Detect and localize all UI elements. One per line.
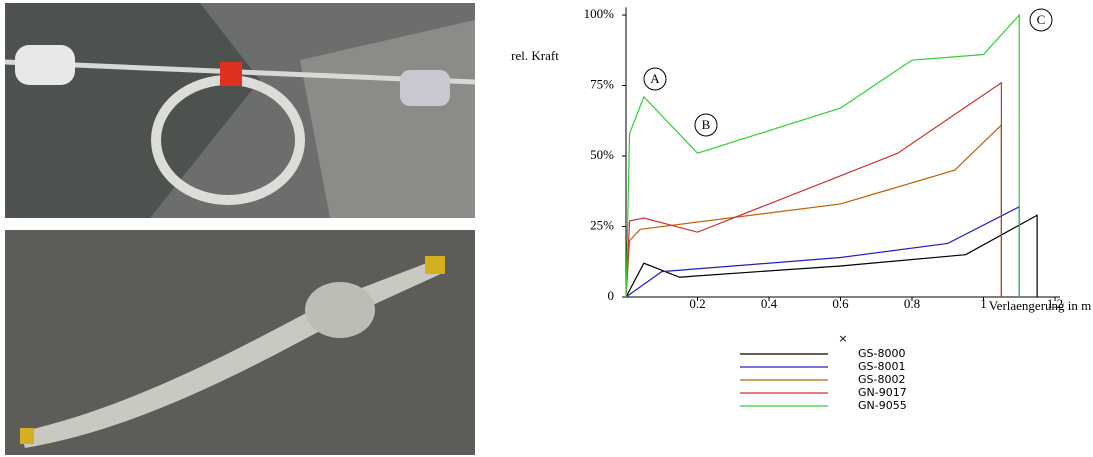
- page: rel. Kraft Verlaengerung in m × 0 25% 50% 7…: [0, 0, 1093, 457]
- series-line: [626, 83, 1001, 297]
- series-line: [626, 207, 1019, 297]
- photo-top: [5, 3, 475, 218]
- y-tick-label: 75%: [590, 77, 614, 92]
- annotation: B: [702, 117, 711, 132]
- y-tick-label: 0: [608, 288, 615, 303]
- x-axis-label: Verlaengerung in m: [989, 298, 1092, 313]
- annotation: C: [1037, 12, 1046, 27]
- y-tick-label: 25%: [590, 217, 614, 232]
- legend-label: GS-8001: [858, 360, 905, 373]
- annotation: A: [650, 71, 660, 86]
- legend-label: GN-9017: [858, 386, 907, 399]
- y-tick-label: 100%: [584, 6, 615, 21]
- legend-label: GS-8002: [858, 373, 905, 386]
- legend-label: GS-8000: [858, 347, 905, 360]
- series-line: [626, 215, 1037, 297]
- series-line: [626, 125, 1001, 297]
- photo-bottom: [5, 230, 475, 455]
- x-marker: ×: [838, 332, 847, 345]
- legend-label: GN-9055: [858, 399, 907, 412]
- y-tick-label: 50%: [590, 147, 614, 162]
- y-axis-label: rel. Kraft: [511, 48, 559, 63]
